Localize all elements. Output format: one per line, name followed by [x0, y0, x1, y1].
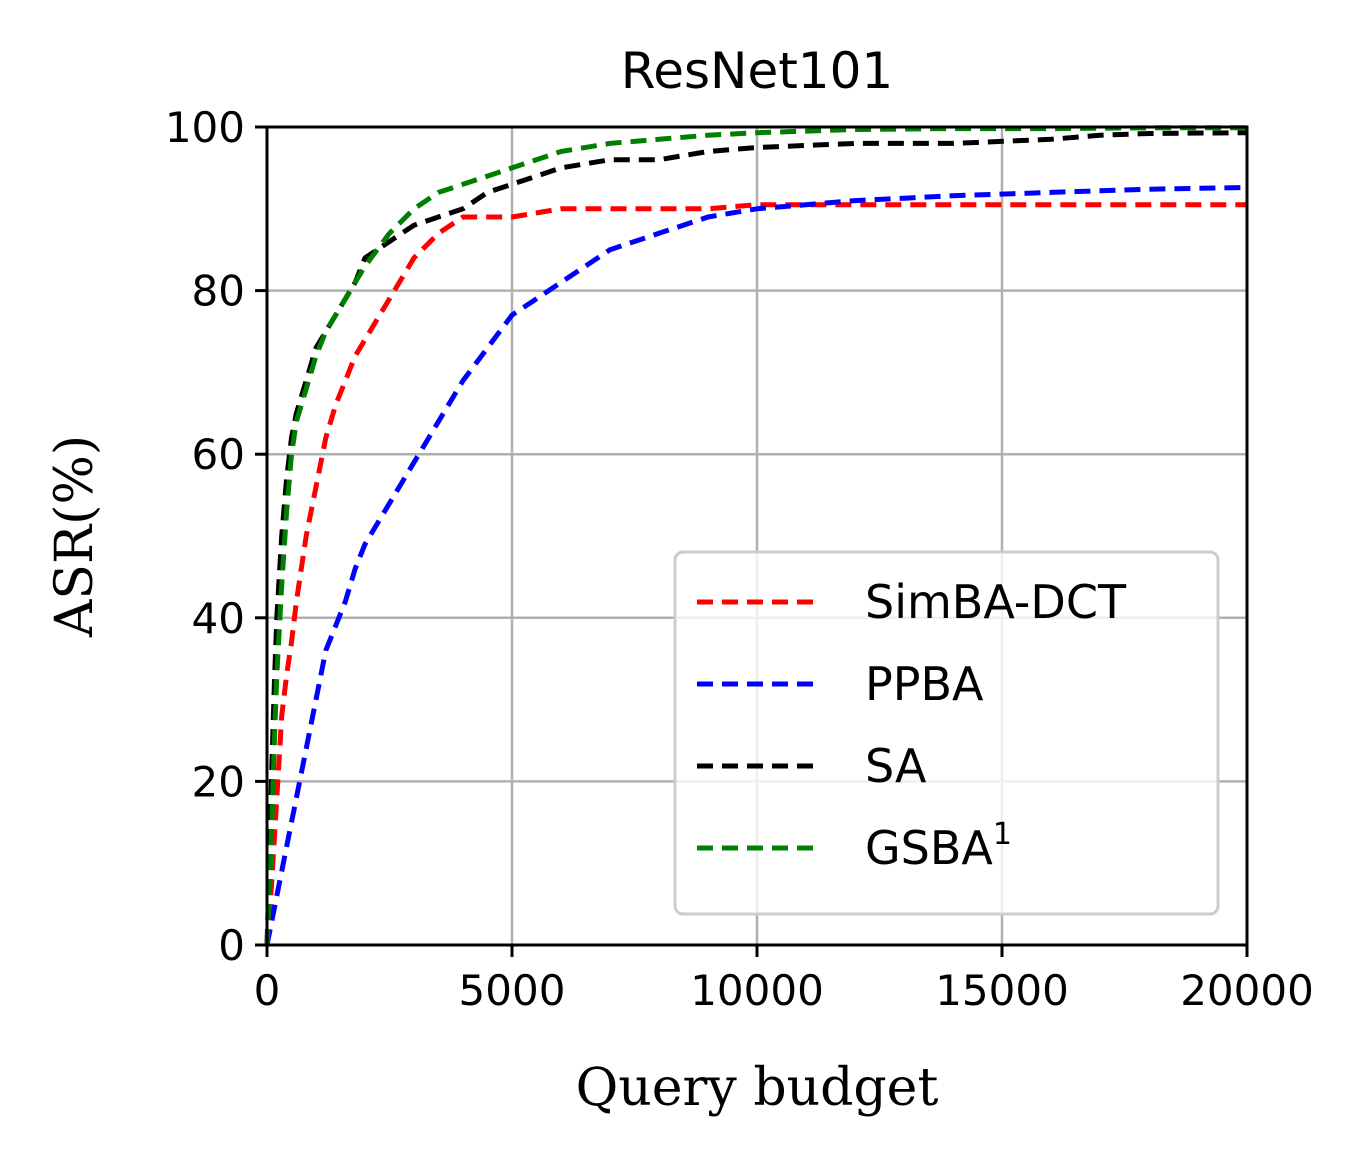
x-tick-label: 15000 [935, 966, 1069, 1015]
legend-label: SA [865, 739, 927, 793]
y-tick-label: 80 [192, 267, 245, 316]
x-axis-label: Query budget [576, 1058, 939, 1118]
series-line-ppba [264, 185, 1248, 946]
y-tick-label: 60 [192, 430, 245, 479]
series-line-sa [264, 130, 1248, 946]
y-tick-label: 20 [192, 757, 245, 806]
series-lines [264, 125, 1248, 946]
legend-label: SimBA-DCT [865, 575, 1127, 629]
legend: SimBA-DCT PPBA SA GSBA1 [673, 550, 1220, 916]
y-tick-label: 100 [165, 103, 245, 152]
y-axis-label: ASR(%) [45, 435, 105, 638]
y-tick-label: 0 [218, 921, 245, 970]
legend-label: GSBA1 [865, 817, 1012, 875]
chart-title: ResNet101 [621, 42, 894, 100]
x-tick-label: 20000 [1180, 966, 1314, 1015]
y-tick-label: 40 [192, 594, 245, 643]
axis-ticks: 0 5000 10000 15000 20000 0 20 40 60 80 100 [165, 103, 1314, 1015]
series-line-simba-dct [264, 202, 1247, 946]
x-tick-label: 0 [254, 966, 281, 1015]
x-tick-label: 10000 [690, 966, 824, 1015]
series-line-gsba [264, 125, 1247, 946]
x-tick-label: 5000 [459, 966, 566, 1015]
legend-label: PPBA [865, 657, 984, 711]
legend-box [673, 550, 1220, 916]
